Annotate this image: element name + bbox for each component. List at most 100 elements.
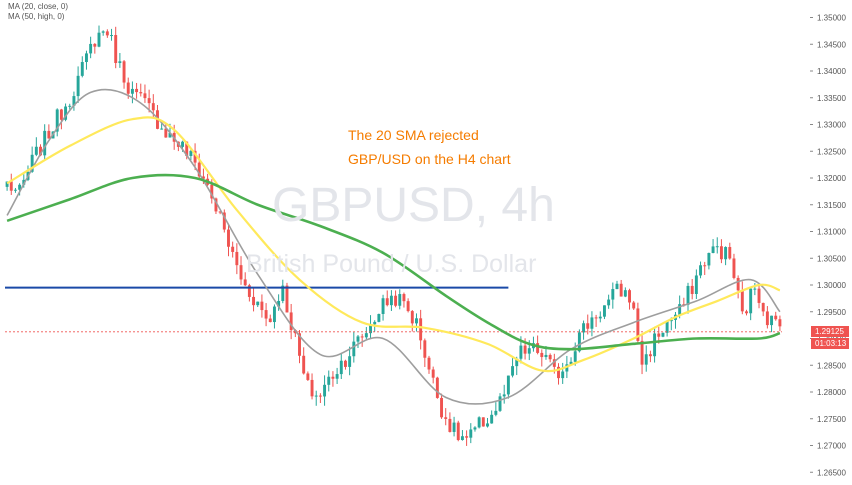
candle-body <box>699 265 703 276</box>
candle <box>665 320 669 337</box>
tick-label: 1.34000 <box>817 67 846 76</box>
tick-label: 1.32500 <box>817 147 846 156</box>
candle <box>189 148 193 161</box>
candle <box>557 363 560 385</box>
candle <box>728 242 732 260</box>
candle <box>628 288 631 310</box>
candle <box>377 313 381 323</box>
candle-body <box>160 128 164 130</box>
candle <box>749 287 753 321</box>
candle-body <box>498 396 502 411</box>
candle <box>431 366 435 384</box>
candle-body <box>753 288 757 290</box>
candle-body <box>669 319 673 322</box>
indicator-label-ma20[interactable]: MA (20, close, 0) <box>8 2 69 11</box>
candle-body <box>377 313 381 322</box>
candle <box>339 353 343 380</box>
candle <box>239 256 243 285</box>
candle <box>724 246 728 266</box>
candle-body <box>352 341 356 357</box>
candle <box>323 375 327 406</box>
candle <box>348 346 352 376</box>
candle <box>114 26 118 69</box>
candle-body <box>252 296 256 306</box>
candle-body <box>619 283 623 297</box>
candle-body <box>406 301 410 312</box>
candle <box>674 311 677 329</box>
candle <box>72 91 76 111</box>
candle-body <box>89 43 93 54</box>
candle-body <box>644 354 648 365</box>
candle-body <box>640 340 644 365</box>
candle <box>318 393 322 404</box>
candle-body <box>268 318 272 323</box>
candle-body <box>118 61 122 63</box>
candle <box>206 173 210 186</box>
candle <box>494 402 498 417</box>
candle-body <box>573 351 577 362</box>
candle <box>699 261 703 279</box>
candle-body <box>281 285 285 301</box>
candle <box>356 335 360 349</box>
candle-body <box>302 355 306 374</box>
candle <box>80 56 84 78</box>
candle-body <box>423 340 427 358</box>
candle-body <box>394 295 398 306</box>
candle <box>632 300 636 310</box>
candle <box>193 143 197 171</box>
candle-body <box>298 333 301 356</box>
candle-body <box>239 265 243 280</box>
candle <box>615 280 619 290</box>
indicator-label-ma50[interactable]: MA (50, high, 0) <box>8 12 65 21</box>
ma-line-2 <box>6 173 781 351</box>
candle-body <box>527 348 531 354</box>
candle <box>582 320 586 340</box>
candle <box>101 30 105 36</box>
tick-label: 1.30000 <box>817 281 846 290</box>
tick-label: 1.26500 <box>817 468 846 477</box>
price-axis[interactable]: 1.35000 1.34500 1.34000 1.33500 1.33000 1.325… <box>810 0 852 485</box>
candle-body <box>55 109 59 132</box>
candle-body <box>93 43 97 47</box>
candle <box>55 108 59 137</box>
candle <box>745 309 748 316</box>
candle-body <box>43 130 47 156</box>
candle <box>122 60 126 89</box>
candle <box>740 281 744 315</box>
candle-body <box>749 288 753 314</box>
candle <box>306 371 310 382</box>
candle-body <box>540 352 544 358</box>
annotation-line-2: GBP/USD on the H4 chart <box>348 151 511 167</box>
candle-body <box>469 429 473 438</box>
candle <box>84 50 88 70</box>
candle <box>272 304 276 329</box>
candle-body <box>732 258 736 278</box>
candle-body <box>331 376 335 379</box>
candle-body <box>519 345 523 359</box>
candle <box>598 311 602 323</box>
candle-body <box>385 298 389 306</box>
candle <box>59 108 63 130</box>
candle-body <box>222 212 226 230</box>
candle-body <box>39 146 42 156</box>
candle <box>435 376 439 399</box>
candle-body <box>582 323 586 333</box>
candle <box>686 282 690 314</box>
candle-body <box>636 308 640 341</box>
candle <box>765 306 769 329</box>
candle-body <box>210 184 214 199</box>
candle-body <box>185 141 189 156</box>
candle <box>97 25 101 48</box>
candle-body <box>661 332 665 337</box>
candle-body <box>139 92 143 94</box>
candle <box>402 292 406 308</box>
candle-body <box>561 371 565 379</box>
candle <box>448 412 452 433</box>
candle <box>648 350 652 363</box>
candle-body <box>59 109 63 120</box>
candles-layer <box>5 25 782 446</box>
candle-body <box>586 323 590 329</box>
candle <box>47 124 51 139</box>
candle-body <box>715 246 719 248</box>
